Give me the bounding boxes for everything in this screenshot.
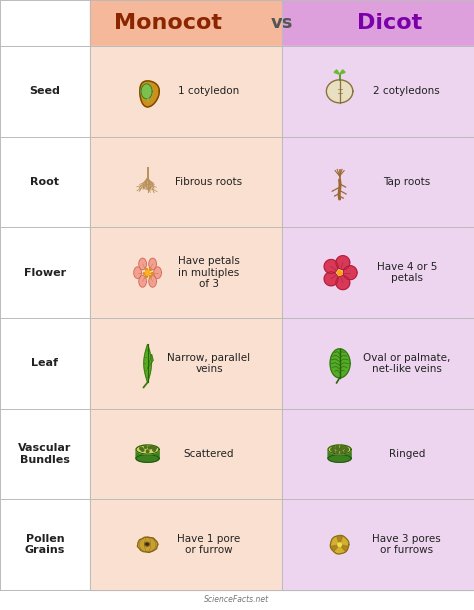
Circle shape: [332, 447, 335, 449]
Circle shape: [345, 447, 347, 449]
Polygon shape: [328, 445, 351, 454]
Bar: [0, 137, 90, 228]
Text: Vascular
Bundles: Vascular Bundles: [18, 443, 72, 465]
Circle shape: [332, 450, 335, 453]
Circle shape: [140, 447, 142, 450]
Circle shape: [331, 448, 333, 451]
Circle shape: [341, 451, 343, 454]
Text: 1 cotyledon: 1 cotyledon: [178, 87, 240, 96]
Circle shape: [151, 446, 154, 448]
Text: Oval or palmate,
net-like veins: Oval or palmate, net-like veins: [363, 353, 450, 374]
Circle shape: [144, 446, 147, 448]
Circle shape: [338, 448, 341, 451]
Polygon shape: [336, 276, 350, 290]
Circle shape: [146, 450, 149, 453]
Circle shape: [338, 543, 341, 547]
Polygon shape: [330, 536, 349, 554]
Bar: [0, 46, 90, 137]
Circle shape: [153, 449, 155, 451]
Bar: [0, 409, 90, 500]
Bar: [282, 228, 474, 318]
Polygon shape: [337, 536, 342, 545]
Text: Fibrous roots: Fibrous roots: [175, 177, 243, 187]
Text: Narrow, parallel
veins: Narrow, parallel veins: [167, 353, 251, 374]
Bar: [90, 228, 282, 318]
Circle shape: [148, 447, 151, 449]
Polygon shape: [324, 259, 338, 273]
Bar: [282, 500, 474, 590]
Polygon shape: [144, 344, 151, 382]
Circle shape: [336, 445, 338, 448]
Circle shape: [146, 270, 150, 275]
Text: Flower: Flower: [24, 268, 66, 278]
Polygon shape: [141, 84, 152, 99]
Bar: [90, 0, 282, 46]
Polygon shape: [328, 454, 351, 462]
Polygon shape: [134, 267, 141, 278]
Polygon shape: [149, 276, 156, 287]
Polygon shape: [136, 454, 159, 462]
Text: Have petals
in multiples
of 3: Have petals in multiples of 3: [178, 256, 240, 289]
Bar: [282, 46, 474, 137]
Text: ScienceFacts.net: ScienceFacts.net: [204, 595, 270, 605]
Circle shape: [341, 447, 343, 450]
Polygon shape: [147, 354, 153, 368]
Circle shape: [336, 451, 338, 454]
Polygon shape: [328, 445, 351, 459]
Text: vs: vs: [271, 14, 293, 32]
Text: Scattered: Scattered: [184, 449, 234, 459]
Text: Tap roots: Tap roots: [383, 177, 430, 187]
Ellipse shape: [145, 542, 149, 546]
Bar: [90, 318, 282, 409]
Bar: [282, 137, 474, 228]
Polygon shape: [330, 349, 350, 378]
Bar: [90, 409, 282, 500]
Circle shape: [346, 448, 348, 451]
Circle shape: [336, 447, 338, 450]
Bar: [90, 500, 282, 590]
Bar: [90, 137, 282, 228]
Polygon shape: [339, 70, 345, 74]
Polygon shape: [139, 276, 146, 287]
Text: 2 cotyledons: 2 cotyledons: [374, 87, 440, 96]
Polygon shape: [336, 256, 350, 270]
Text: Have 4 or 5
petals: Have 4 or 5 petals: [377, 262, 437, 284]
Polygon shape: [137, 537, 158, 553]
Bar: [282, 318, 474, 409]
Polygon shape: [149, 258, 156, 270]
Bar: [0, 0, 90, 46]
Text: Monocot: Monocot: [114, 13, 222, 33]
Circle shape: [345, 450, 347, 453]
Bar: [0, 318, 90, 409]
Polygon shape: [339, 545, 348, 551]
Circle shape: [154, 447, 156, 450]
Polygon shape: [136, 445, 159, 459]
Bar: [282, 0, 474, 46]
Polygon shape: [136, 445, 159, 454]
Circle shape: [141, 449, 144, 451]
Text: Root: Root: [30, 177, 60, 187]
Polygon shape: [324, 272, 338, 286]
Polygon shape: [139, 258, 146, 270]
Text: Seed: Seed: [29, 87, 61, 96]
Bar: [90, 46, 282, 137]
Polygon shape: [327, 80, 353, 103]
Text: Dicot: Dicot: [357, 13, 423, 33]
Circle shape: [341, 445, 343, 448]
Text: Have 3 pores
or furrows: Have 3 pores or furrows: [373, 534, 441, 556]
Polygon shape: [154, 267, 161, 278]
Circle shape: [337, 270, 342, 275]
Bar: [0, 228, 90, 318]
Text: Pollen
Grains: Pollen Grains: [25, 534, 65, 556]
Text: Leaf: Leaf: [31, 358, 58, 368]
Polygon shape: [343, 266, 357, 279]
Polygon shape: [334, 70, 339, 74]
Bar: [282, 409, 474, 500]
Polygon shape: [331, 545, 339, 551]
Bar: [0, 500, 90, 590]
Text: Ringed: Ringed: [389, 449, 425, 459]
Text: Have 1 pore
or furrow: Have 1 pore or furrow: [177, 534, 241, 556]
Polygon shape: [140, 81, 159, 107]
